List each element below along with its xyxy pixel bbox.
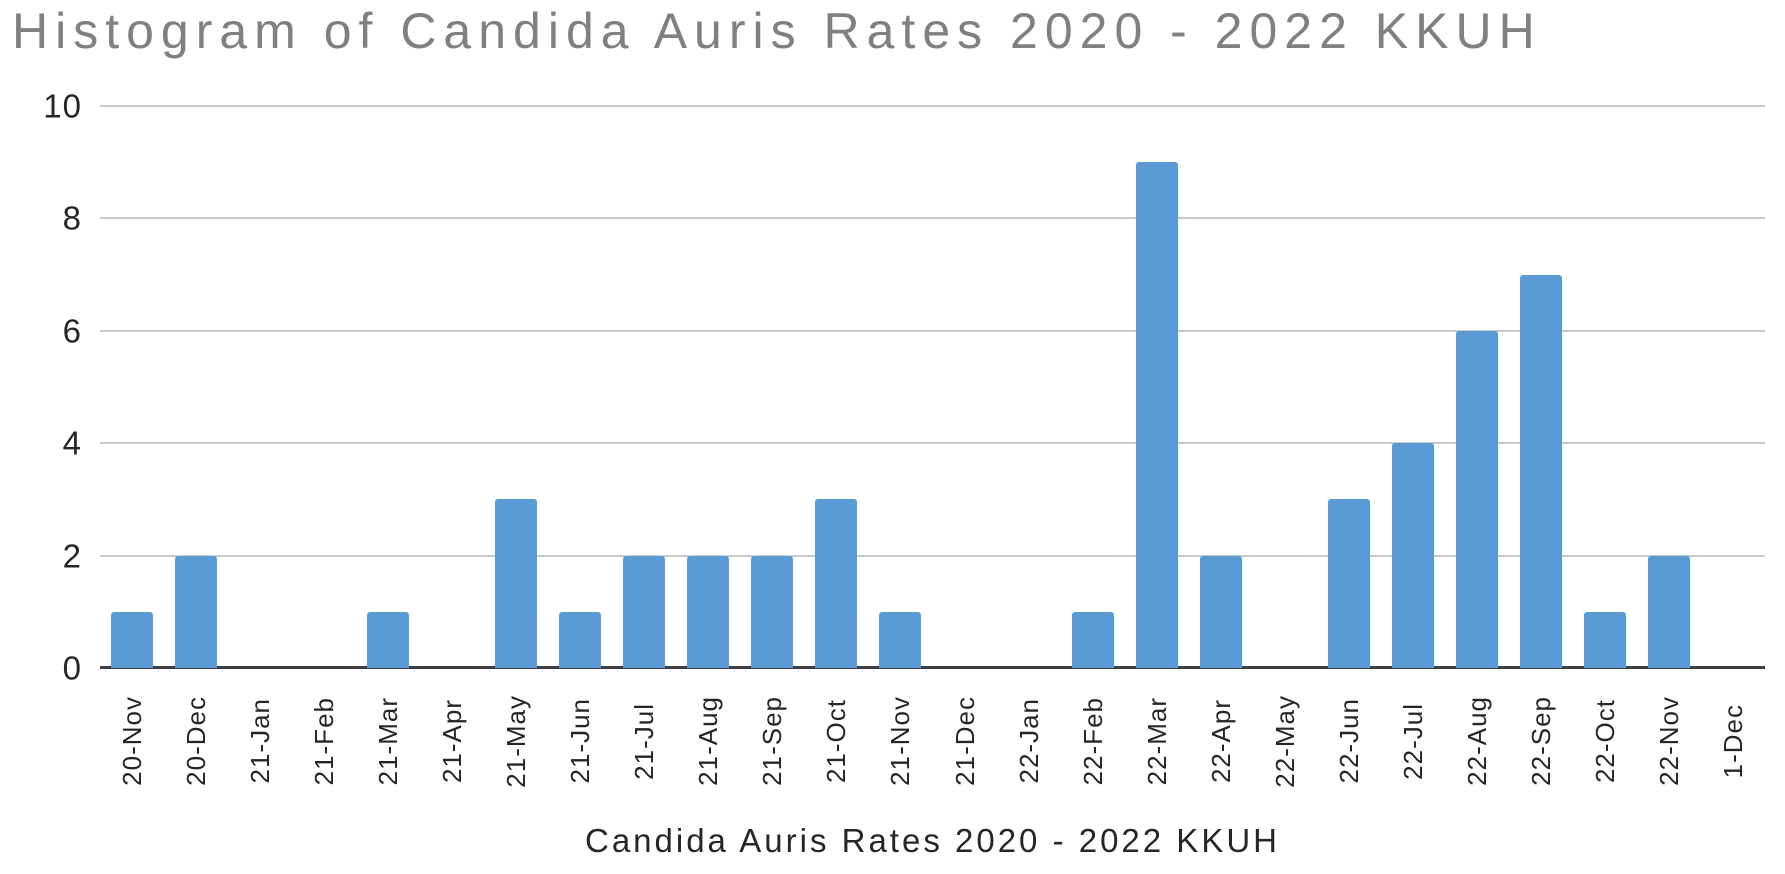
gridline-y-4: [100, 442, 1765, 445]
x-tick-label-21-Oct: 21-Oct: [821, 698, 852, 784]
x-tick-label-21-Dec: 21-Dec: [949, 696, 980, 786]
bar-22-Oct: [1583, 611, 1626, 668]
gridline-y-10: [100, 105, 1765, 107]
x-axis-line: [100, 666, 1765, 669]
x-tick-label-22-Aug: 22-Aug: [1461, 696, 1492, 786]
chart-title: Histogram of Candida Auris Rates 2020 - …: [12, 3, 1542, 59]
x-tick-label-21-Apr: 21-Apr: [437, 698, 468, 784]
y-tick-label-10: 10: [43, 87, 82, 125]
bar-20-Dec: [175, 555, 218, 668]
x-tick-label-22-Feb: 22-Feb: [1077, 696, 1108, 786]
gridline-y-8: [100, 217, 1765, 220]
x-tick-label-21-Jul: 21-Jul: [629, 702, 660, 780]
bar-22-Jul: [1391, 443, 1434, 668]
bar-20-Nov: [111, 611, 154, 668]
bar-21-May: [495, 499, 538, 668]
bars-container: [100, 106, 1765, 668]
bar-22-Aug: [1455, 330, 1498, 668]
x-tick-label-21-Jan: 21-Jan: [245, 698, 276, 784]
x-tick-label-1-Dec: 1-Dec: [1717, 703, 1748, 779]
plot-area: [100, 105, 1765, 669]
y-tick-label-8: 8: [62, 199, 82, 237]
x-tick-label-22-Sep: 22-Sep: [1525, 696, 1556, 786]
bar-21-Jul: [623, 555, 666, 668]
bar-21-Mar: [367, 611, 410, 668]
x-tick-label-20-Dec: 20-Dec: [181, 696, 212, 786]
x-tick-label-22-Jul: 22-Jul: [1397, 702, 1428, 780]
y-tick-label-0: 0: [62, 649, 82, 687]
y-tick-label-6: 6: [62, 312, 82, 350]
bar-21-Aug: [687, 555, 730, 668]
x-tick-label-22-Oct: 22-Oct: [1589, 698, 1620, 784]
x-tick-label-22-Apr: 22-Apr: [1205, 698, 1236, 784]
x-tick-label-21-Aug: 21-Aug: [693, 696, 724, 786]
bar-21-Nov: [879, 611, 922, 668]
x-tick-label-21-Sep: 21-Sep: [757, 696, 788, 786]
bar-21-Sep: [751, 555, 794, 668]
x-tick-label-22-Jan: 22-Jan: [1013, 698, 1044, 784]
x-tick-label-20-Nov: 20-Nov: [117, 696, 148, 786]
gridline-y-6: [100, 329, 1765, 332]
bar-22-Sep: [1519, 274, 1562, 668]
x-tick-label-21-May: 21-May: [501, 694, 532, 788]
x-tick-label-21-Jun: 21-Jun: [565, 698, 596, 784]
x-tick-label-21-Nov: 21-Nov: [885, 696, 916, 786]
bar-22-Mar: [1135, 162, 1178, 668]
x-tick-label-21-Mar: 21-Mar: [373, 696, 404, 786]
bar-22-Jun: [1327, 499, 1370, 668]
y-tick-label-2: 2: [62, 537, 82, 575]
bar-22-Feb: [1071, 611, 1114, 668]
x-tick-label-22-Mar: 22-Mar: [1141, 696, 1172, 786]
bar-21-Oct: [815, 499, 858, 668]
x-axis-tick-labels: 20-Nov 20-Dec 21-Jan 21-Feb 21-Mar 21-Apr 21-M…: [100, 678, 1765, 804]
x-tick-label-22-Nov: 22-Nov: [1653, 696, 1684, 786]
bar-21-Jun: [559, 611, 602, 668]
y-tick-label-4: 4: [62, 424, 82, 462]
bar-22-Apr: [1199, 555, 1242, 668]
bar-22-Nov: [1647, 555, 1690, 668]
x-tick-label-22-Jun: 22-Jun: [1333, 698, 1364, 784]
gridline-y-2: [100, 554, 1765, 557]
x-axis-caption: Candida Auris Rates 2020 - 2022 KKUH: [584, 822, 1280, 859]
x-tick-label-22-May: 22-May: [1269, 694, 1300, 788]
x-tick-label-21-Feb: 21-Feb: [309, 696, 340, 786]
